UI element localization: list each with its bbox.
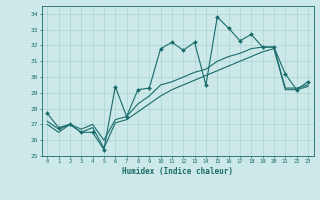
- X-axis label: Humidex (Indice chaleur): Humidex (Indice chaleur): [122, 167, 233, 176]
